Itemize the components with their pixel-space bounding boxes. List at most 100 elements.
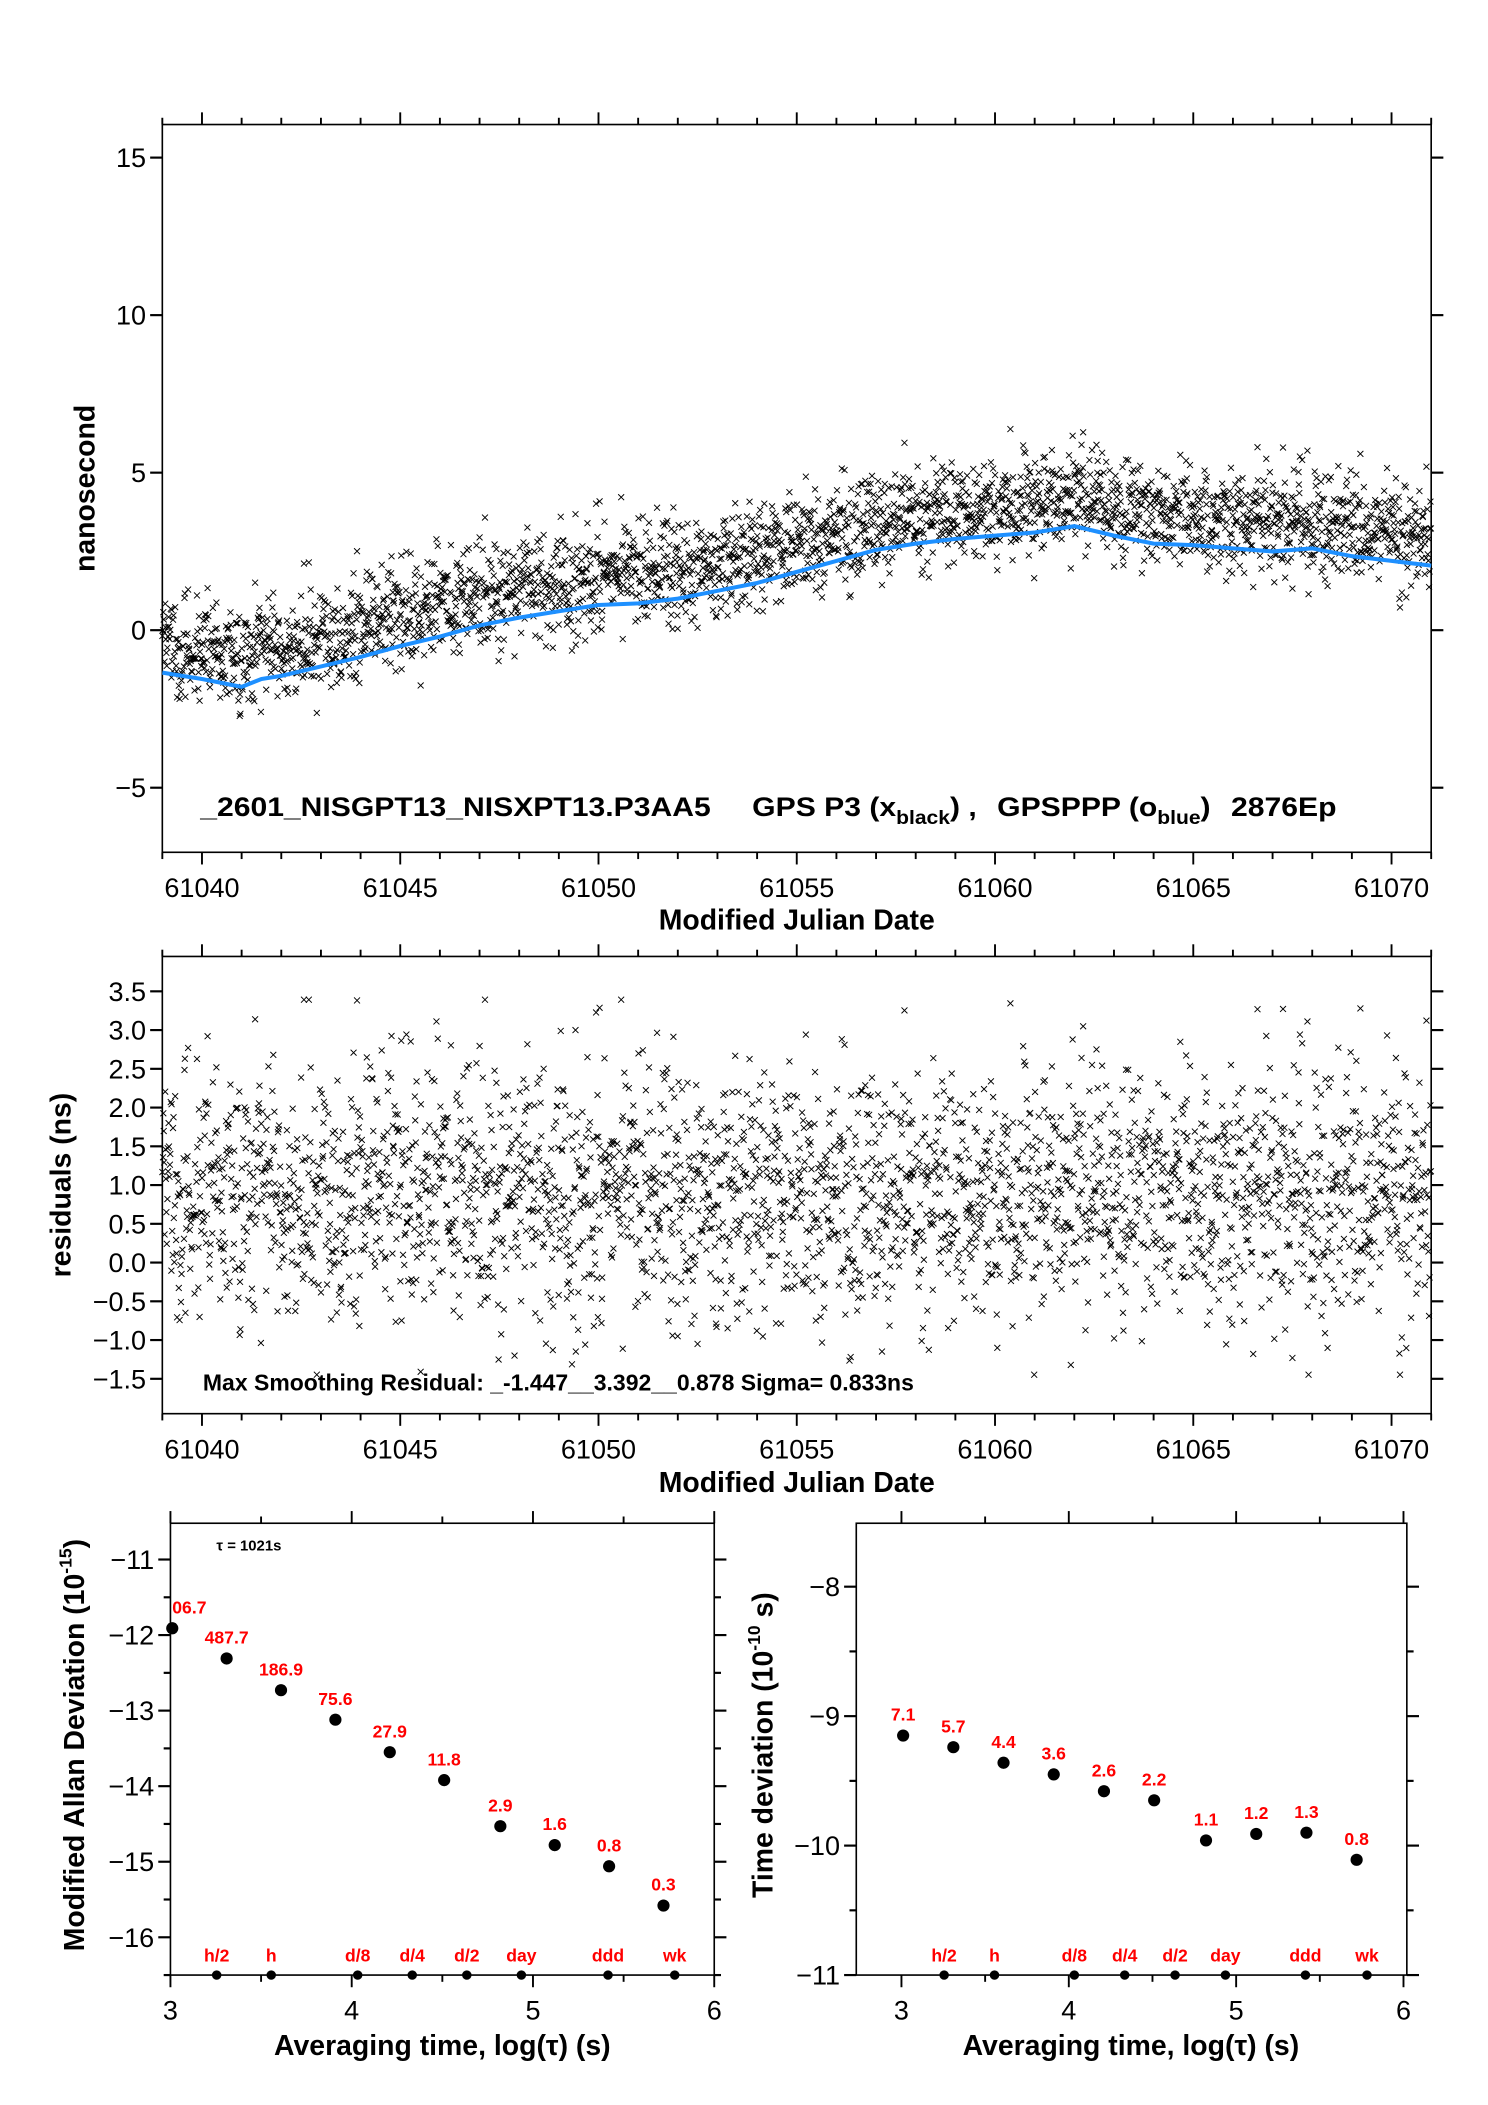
gps-p3-point (286, 623, 293, 630)
gps-p3-point (524, 524, 531, 531)
residual-point (607, 1201, 615, 1209)
gps-p3-point (473, 541, 480, 549)
residual-point (327, 1316, 335, 1323)
residual-point (865, 1111, 873, 1119)
gps-p3-point (1102, 458, 1110, 466)
gps-p3-point (833, 486, 841, 494)
residual-point (186, 1265, 194, 1273)
residual-point (688, 1320, 695, 1328)
gps-p3-point (260, 627, 267, 634)
gps-p3-point (1380, 487, 1388, 495)
residual-point (676, 1178, 683, 1186)
gps-p3-point (831, 518, 839, 526)
residual-point (940, 1087, 948, 1095)
residual-point (324, 1227, 332, 1235)
residual-point (348, 1170, 355, 1178)
x-tick-label: 61065 (1156, 873, 1231, 903)
residual-point (623, 1224, 631, 1231)
residual-point (580, 1274, 588, 1282)
gps-p3-point (747, 561, 754, 569)
gps-p3-point (1101, 500, 1108, 508)
residual-point (748, 1184, 756, 1191)
residual-point (816, 1238, 824, 1246)
gps-p3-point (1402, 594, 1410, 601)
gps-p3-point (914, 463, 921, 470)
residual-point (728, 1272, 735, 1280)
residual-point (388, 1032, 395, 1040)
residual-point (499, 1123, 506, 1131)
residual-point (699, 1195, 707, 1203)
gps-p3-point (1245, 523, 1253, 531)
gps-p3-point (560, 588, 568, 595)
gps-p3-point (965, 492, 973, 499)
gps-p3-point (594, 533, 601, 541)
residual-point (204, 1032, 211, 1040)
residual-point (773, 1252, 781, 1260)
gps-p3-point (441, 588, 449, 596)
gps-p3-point (540, 531, 547, 539)
residual-point (665, 1317, 672, 1325)
residual-point (425, 1229, 433, 1236)
residual-point (420, 1296, 428, 1303)
gps-p3-point (1331, 534, 1339, 542)
residual-point (403, 1031, 410, 1038)
residual-point (164, 1195, 171, 1203)
gps-p3-point (913, 491, 921, 499)
residual-point (919, 1324, 927, 1332)
gps-p3-point (1402, 483, 1410, 491)
gps-p3-point (669, 579, 677, 587)
residual-point (458, 1169, 466, 1177)
gps-p3-point (702, 540, 709, 548)
residual-point (384, 1128, 391, 1136)
gps-p3-point (664, 552, 671, 560)
gps-p3-point (200, 658, 208, 666)
gps-p3-point (507, 569, 515, 577)
gps-p3-point (1243, 516, 1251, 523)
residual-point (552, 1118, 560, 1125)
residual-point (222, 1269, 229, 1277)
residual-point (749, 1100, 756, 1108)
gps-p3-point (653, 504, 661, 512)
gps-p3-point (1007, 425, 1014, 433)
gps-p3-point (1240, 569, 1248, 577)
gps-p3-point (603, 564, 611, 572)
residual-point (808, 1209, 816, 1217)
gps-p3-point (768, 503, 776, 510)
residual-point (914, 1070, 921, 1077)
residual-point (851, 1133, 859, 1140)
residual-point (472, 1177, 480, 1185)
gps-p3-point (238, 657, 245, 664)
gps-p3-point (545, 588, 553, 596)
gps-p3-point (951, 478, 959, 486)
mid-xlabel: Modified Julian Date (659, 1467, 935, 1499)
gps-p3-point (996, 536, 1004, 544)
gps-p3-point (866, 553, 873, 561)
gps-p3-point (170, 653, 178, 660)
residual-point (886, 1263, 894, 1270)
gps-p3-point (568, 554, 575, 562)
residual-point (295, 1204, 303, 1211)
gps-p3-point (325, 600, 332, 608)
residual-point (439, 1267, 446, 1274)
gps-p3-point (1228, 570, 1236, 577)
residual-point (375, 1193, 383, 1201)
residual-point (246, 1169, 254, 1176)
residual-point (674, 1332, 681, 1340)
residual-point (227, 1111, 235, 1119)
residual-point (168, 1267, 175, 1274)
gps-p3-point (163, 662, 171, 670)
gps-p3-point (1082, 553, 1089, 560)
residual-point (391, 1102, 398, 1110)
gps-p3-point (223, 634, 230, 642)
residual-point (257, 1120, 265, 1128)
gps-p3-point (431, 560, 438, 568)
gps-p3-point (607, 577, 615, 585)
gps-p3-point (1197, 532, 1205, 540)
residual-point (218, 1207, 226, 1215)
residual-point (689, 1277, 697, 1285)
residual-point (633, 1241, 640, 1248)
gps-p3-point (1138, 502, 1145, 509)
residual-point (262, 1287, 270, 1295)
residual-point (655, 1213, 662, 1220)
gps-p3-point (240, 673, 248, 681)
